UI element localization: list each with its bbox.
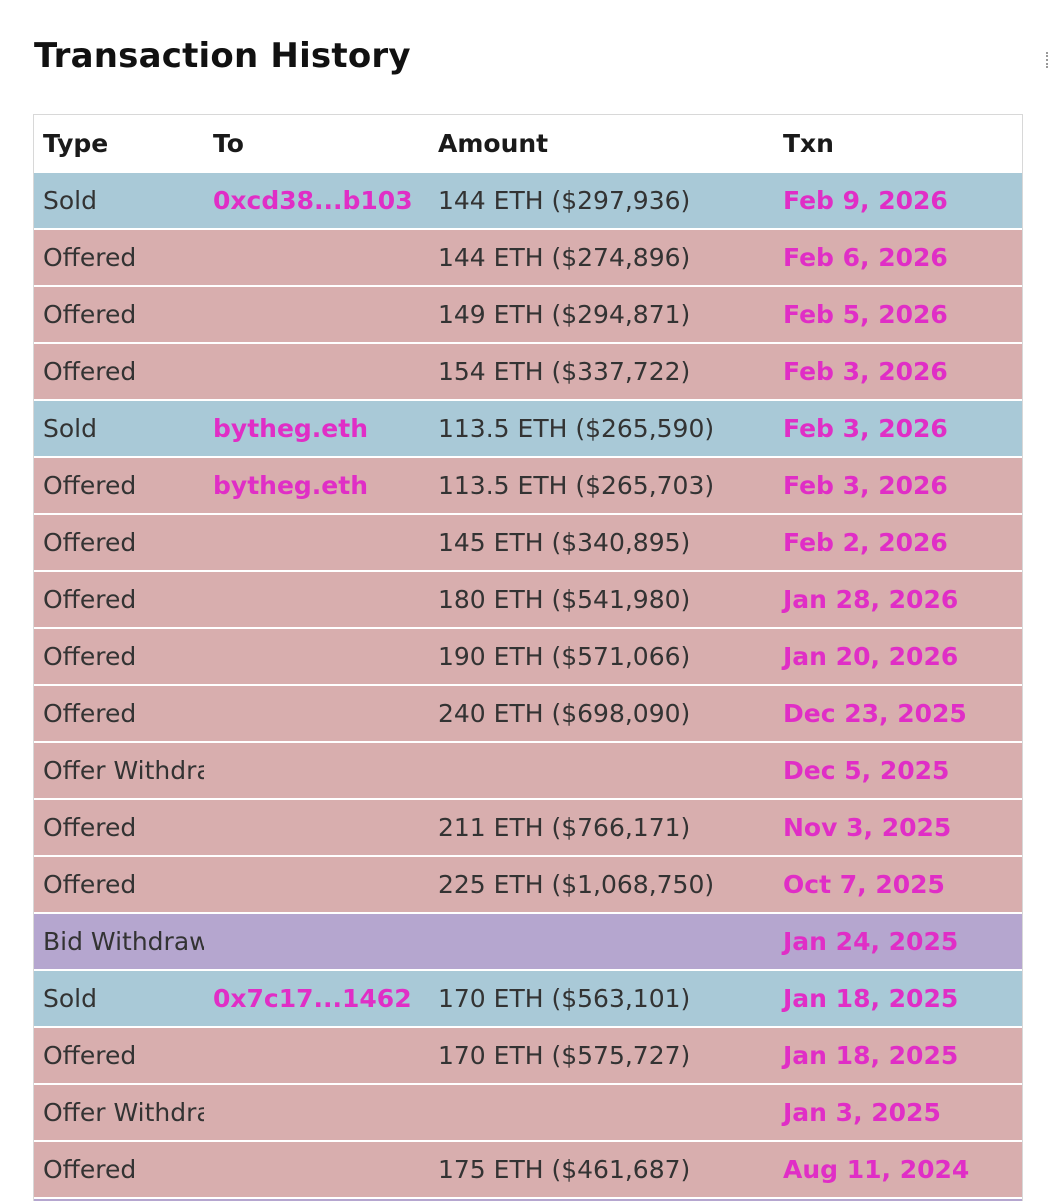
txn-date-link[interactable]: Feb 5, 2026 — [774, 285, 1022, 343]
table-row: Offered 170 ETH ($575,727) Jan 18, 2025 — [34, 1026, 1022, 1084]
scroll-edge-marker — [1046, 52, 1050, 68]
type-cell: Offered — [34, 342, 204, 400]
type-cell: Offered — [34, 570, 204, 628]
amount-cell: 113.5 ETH ($265,703) — [429, 456, 774, 514]
table-row: Offered 240 ETH ($698,090) Dec 23, 2025 — [34, 684, 1022, 742]
txn-date-link[interactable]: Aug 11, 2024 — [774, 1140, 1022, 1198]
txn-date-link[interactable]: Jan 20, 2026 — [774, 627, 1022, 685]
amount-cell — [429, 741, 774, 799]
type-cell: Offered — [34, 627, 204, 685]
table-row: Offer Withdrawn Dec 5, 2025 — [34, 741, 1022, 799]
table-body: Sold 0xcd38...b103 144 ETH ($297,936) Fe… — [34, 171, 1022, 1201]
amount-cell — [429, 912, 774, 970]
table-row: Offered 154 ETH ($337,722) Feb 3, 2026 — [34, 342, 1022, 400]
to-address-cell — [204, 1140, 429, 1198]
to-address-cell — [204, 342, 429, 400]
table-row: Offered 145 ETH ($340,895) Feb 2, 2026 — [34, 513, 1022, 571]
amount-cell: 144 ETH ($297,936) — [429, 171, 774, 229]
table-row: Offered 211 ETH ($766,171) Nov 3, 2025 — [34, 798, 1022, 856]
txn-date-link[interactable]: Nov 3, 2025 — [774, 798, 1022, 856]
to-address-link[interactable]: bytheg.eth — [204, 399, 429, 457]
table-row: Offered 149 ETH ($294,871) Feb 5, 2026 — [34, 285, 1022, 343]
to-address-cell — [204, 912, 429, 970]
header-amount: Amount — [429, 115, 774, 172]
to-address-cell — [204, 798, 429, 856]
amount-cell: 144 ETH ($274,896) — [429, 228, 774, 286]
txn-date-link[interactable]: Feb 3, 2026 — [774, 399, 1022, 457]
amount-cell: 170 ETH ($563,101) — [429, 969, 774, 1027]
table-row: Bid Withdrawn Jan 24, 2025 — [34, 912, 1022, 970]
txn-date-link[interactable]: Dec 23, 2025 — [774, 684, 1022, 742]
table-row: Sold 0xcd38...b103 144 ETH ($297,936) Fe… — [34, 171, 1022, 229]
to-address-cell — [204, 741, 429, 799]
amount-cell — [429, 1083, 774, 1141]
txn-date-link[interactable]: Jan 24, 2025 — [774, 912, 1022, 970]
txn-date-link[interactable]: Feb 6, 2026 — [774, 228, 1022, 286]
to-address-link[interactable]: 0xcd38...b103 — [204, 171, 429, 229]
amount-cell: 154 ETH ($337,722) — [429, 342, 774, 400]
txn-date-link[interactable]: Jan 18, 2025 — [774, 1026, 1022, 1084]
amount-cell: 240 ETH ($698,090) — [429, 684, 774, 742]
type-cell: Offered — [34, 513, 204, 571]
amount-cell: 113.5 ETH ($265,590) — [429, 399, 774, 457]
header-to: To — [204, 115, 429, 172]
amount-cell: 225 ETH ($1,068,750) — [429, 855, 774, 913]
amount-cell: 149 ETH ($294,871) — [429, 285, 774, 343]
amount-cell: 145 ETH ($340,895) — [429, 513, 774, 571]
type-cell: Offer Withdrawn — [34, 1083, 204, 1141]
to-address-cell — [204, 570, 429, 628]
txn-date-link[interactable]: Dec 5, 2025 — [774, 741, 1022, 799]
type-cell: Offered — [34, 798, 204, 856]
txn-date-link[interactable]: Jan 18, 2025 — [774, 969, 1022, 1027]
type-cell: Offered — [34, 855, 204, 913]
header-type: Type — [34, 115, 204, 172]
to-address-link[interactable]: 0x7c17...1462 — [204, 969, 429, 1027]
type-cell: Offered — [34, 1140, 204, 1198]
txn-date-link[interactable]: Jan 28, 2026 — [774, 570, 1022, 628]
type-cell: Sold — [34, 171, 204, 229]
table-row: Offered 175 ETH ($461,687) Aug 11, 2024 — [34, 1140, 1022, 1198]
amount-cell: 190 ETH ($571,066) — [429, 627, 774, 685]
txn-date-link[interactable]: Jan 3, 2025 — [774, 1083, 1022, 1141]
amount-cell: 180 ETH ($541,980) — [429, 570, 774, 628]
amount-cell: 211 ETH ($766,171) — [429, 798, 774, 856]
amount-cell: 170 ETH ($575,727) — [429, 1026, 774, 1084]
table-row: Offered 190 ETH ($571,066) Jan 20, 2026 — [34, 627, 1022, 685]
table-row: Sold 0x7c17...1462 170 ETH ($563,101) Ja… — [34, 969, 1022, 1027]
table-row: Offered 144 ETH ($274,896) Feb 6, 2026 — [34, 228, 1022, 286]
page-title: Transaction History — [34, 36, 411, 76]
txn-date-link[interactable]: Feb 3, 2026 — [774, 342, 1022, 400]
to-address-cell — [204, 684, 429, 742]
table-header: Type To Amount Txn — [34, 115, 1022, 172]
type-cell: Bid Withdrawn — [34, 912, 204, 970]
txn-date-link[interactable]: Feb 3, 2026 — [774, 456, 1022, 514]
type-cell: Offered — [34, 228, 204, 286]
to-address-link[interactable]: bytheg.eth — [204, 456, 429, 514]
table-row: Sold bytheg.eth 113.5 ETH ($265,590) Feb… — [34, 399, 1022, 457]
type-cell: Sold — [34, 399, 204, 457]
transaction-table: Type To Amount Txn Sold 0xcd38...b103 14… — [33, 114, 1023, 1201]
to-address-cell — [204, 855, 429, 913]
header-txn: Txn — [774, 115, 1022, 172]
type-cell: Offer Withdrawn — [34, 741, 204, 799]
to-address-cell — [204, 285, 429, 343]
type-cell: Offered — [34, 456, 204, 514]
to-address-cell — [204, 1026, 429, 1084]
amount-cell: 175 ETH ($461,687) — [429, 1140, 774, 1198]
to-address-cell — [204, 627, 429, 685]
type-cell: Offered — [34, 1026, 204, 1084]
type-cell: Offered — [34, 684, 204, 742]
txn-date-link[interactable]: Oct 7, 2025 — [774, 855, 1022, 913]
type-cell: Offered — [34, 285, 204, 343]
txn-date-link[interactable]: Feb 9, 2026 — [774, 171, 1022, 229]
table-row: Offered 225 ETH ($1,068,750) Oct 7, 2025 — [34, 855, 1022, 913]
type-cell: Sold — [34, 969, 204, 1027]
to-address-cell — [204, 513, 429, 571]
table-row: Offered 180 ETH ($541,980) Jan 28, 2026 — [34, 570, 1022, 628]
table-row: Offer Withdrawn Jan 3, 2025 — [34, 1083, 1022, 1141]
txn-date-link[interactable]: Feb 2, 2026 — [774, 513, 1022, 571]
to-address-cell — [204, 1083, 429, 1141]
to-address-cell — [204, 228, 429, 286]
table-row: Offered bytheg.eth 113.5 ETH ($265,703) … — [34, 456, 1022, 514]
